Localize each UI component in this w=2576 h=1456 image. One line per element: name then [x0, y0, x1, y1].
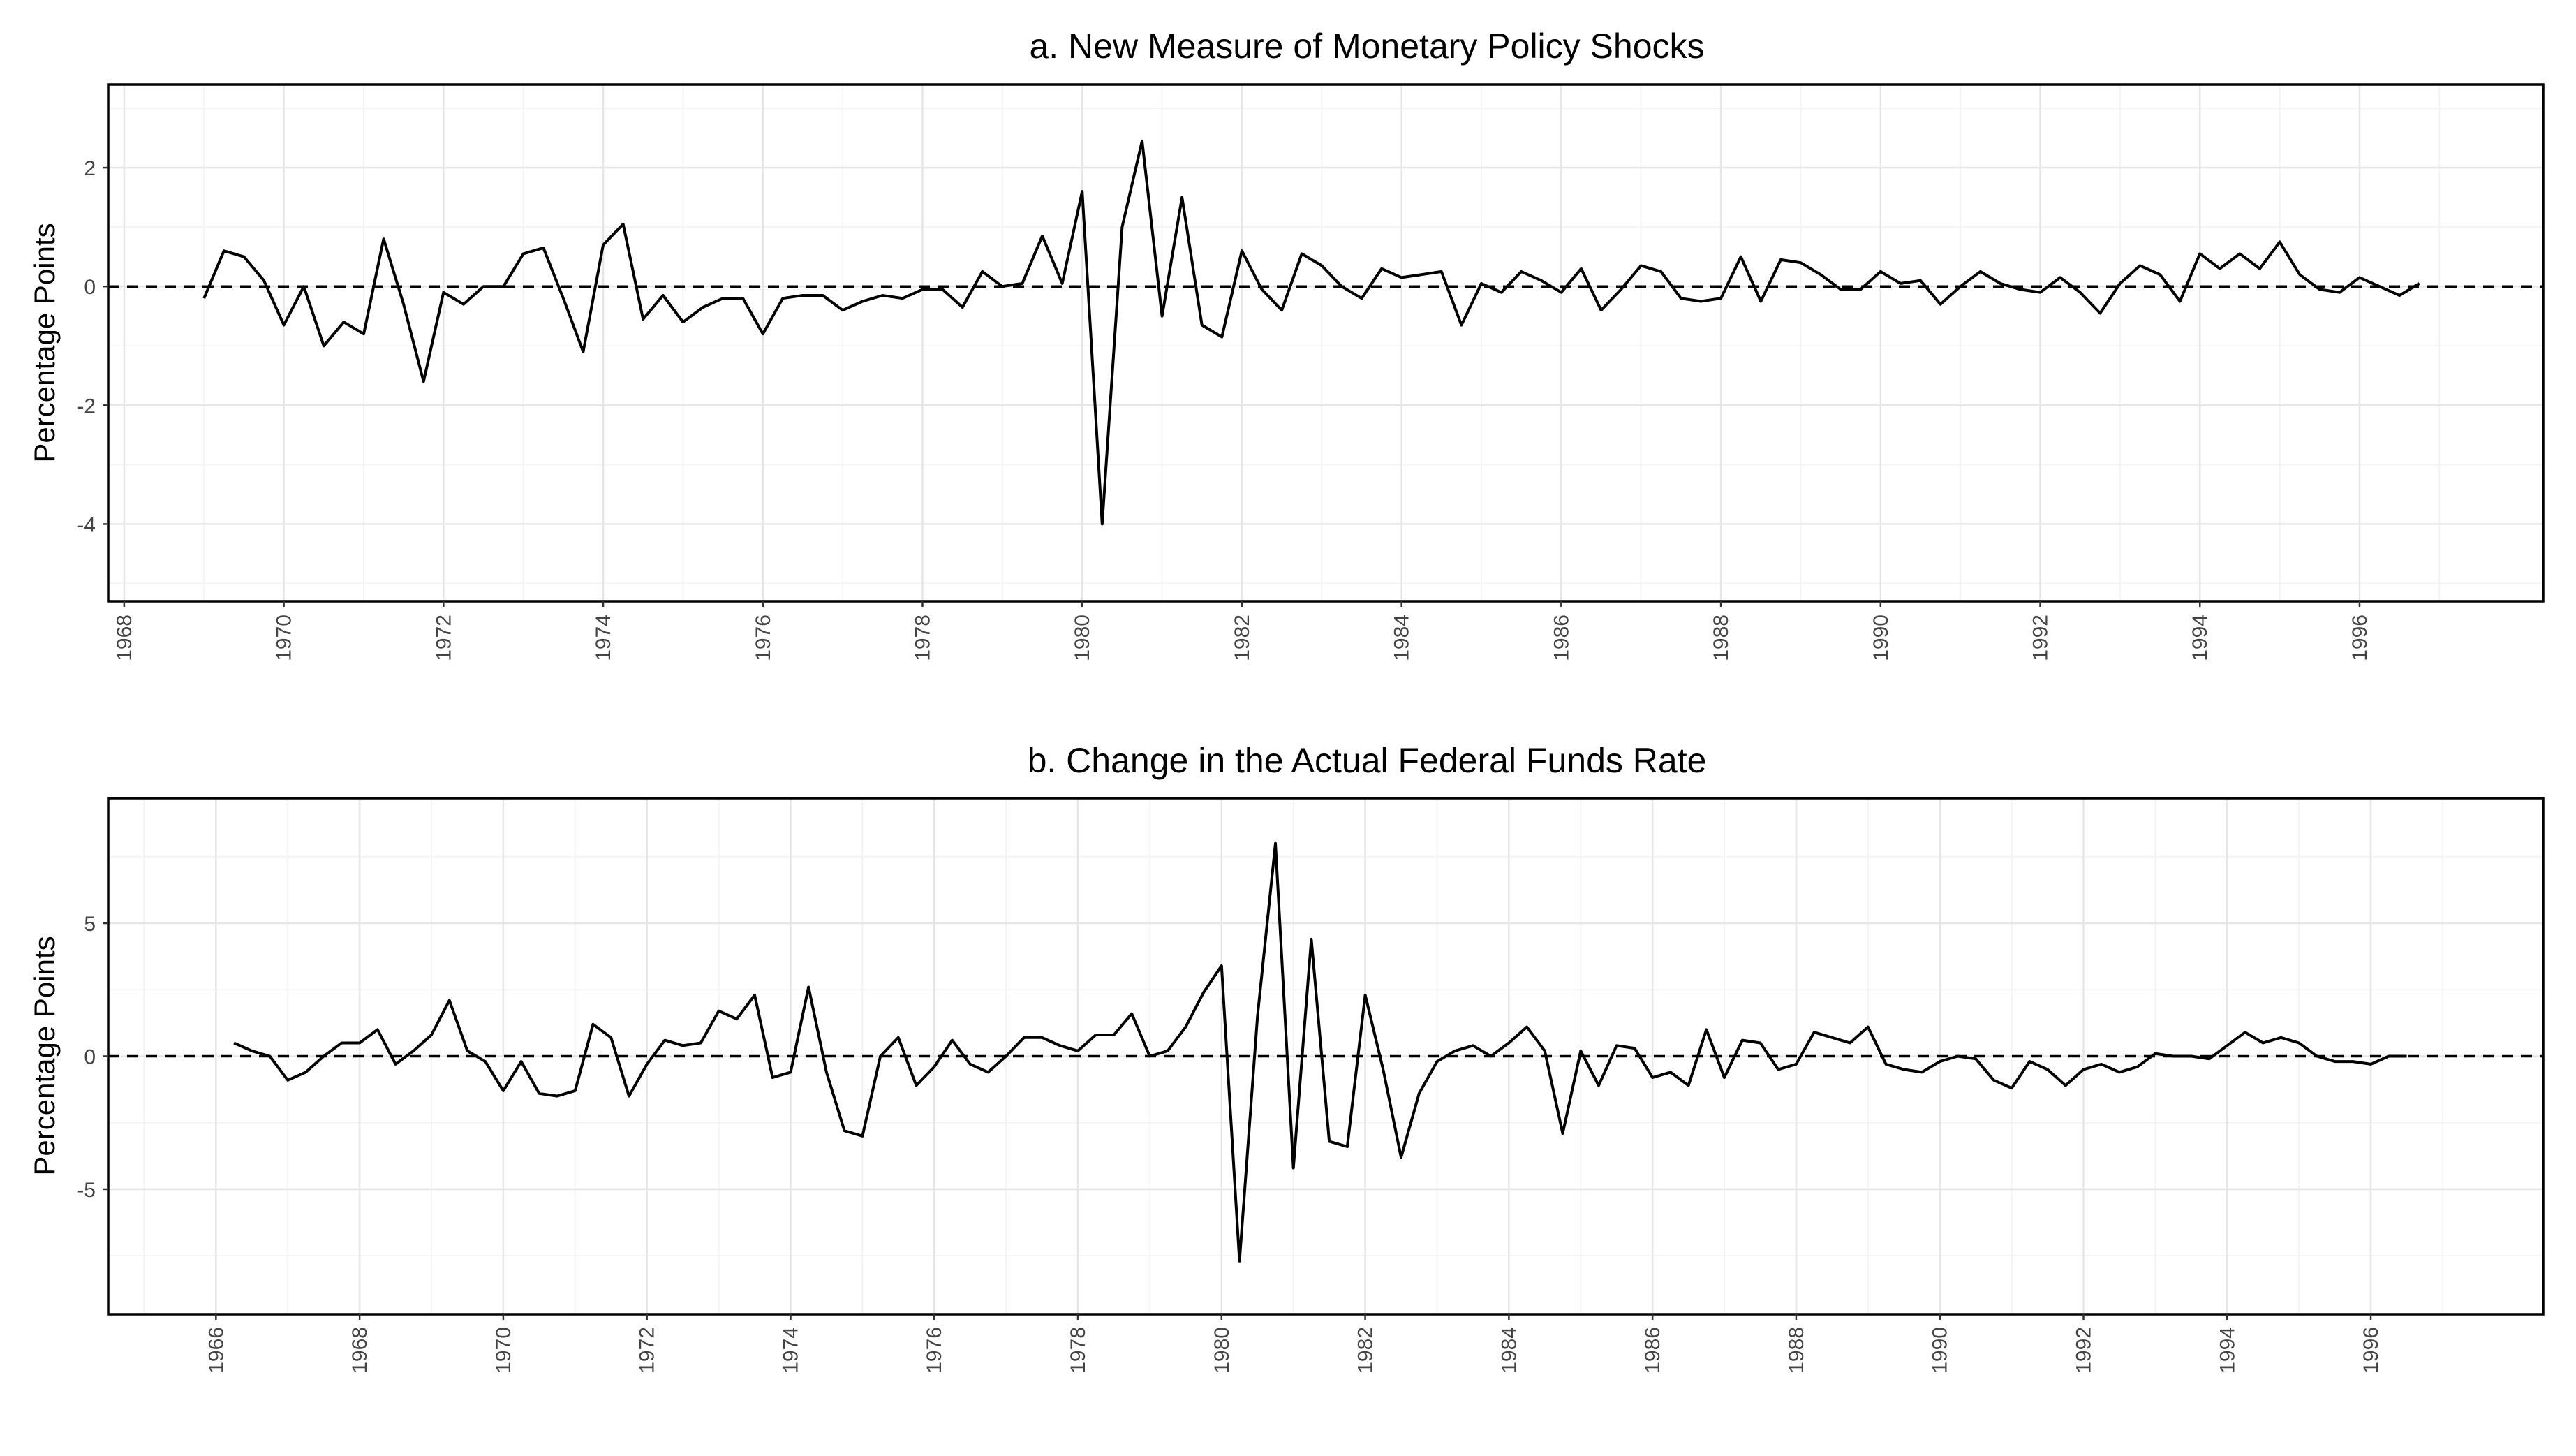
x-tick-label: 1988	[1710, 615, 1733, 661]
x-tick-label: 1968	[113, 615, 136, 661]
x-tick-label: 1992	[2029, 615, 2052, 661]
x-tick-label: 1984	[1391, 615, 1414, 661]
x-tick-label: 1974	[592, 615, 615, 661]
x-tick-label: 1986	[1641, 1327, 1664, 1374]
y-tick-label: -2	[77, 395, 96, 418]
x-tick-label: 1974	[779, 1327, 802, 1374]
x-tick-label: 1980	[1071, 615, 1094, 661]
panel-a: a. New Measure of Monetary Policy Shocks…	[28, 27, 2545, 661]
x-tick-label: 1970	[273, 615, 296, 661]
panel-a-y-ticks: -4 -2 0 2	[77, 157, 108, 536]
panel-b-y-axis-label: Percentage Points	[28, 936, 61, 1175]
x-tick-label: 1990	[1870, 615, 1893, 661]
panel-b-title: b. Change in the Actual Federal Funds Ra…	[1028, 741, 1707, 780]
x-tick-label: 1982	[1231, 615, 1254, 661]
y-tick-label: 0	[84, 1046, 96, 1069]
y-tick-label: 2	[84, 157, 96, 180]
x-tick-label: 1996	[2360, 1327, 2383, 1374]
x-tick-label: 1968	[348, 1327, 371, 1374]
x-tick-label: 1972	[432, 615, 455, 661]
x-tick-label: 1976	[923, 1327, 946, 1374]
y-tick-label: -4	[77, 513, 96, 536]
panel-b-y-ticks: -5 0 5	[77, 913, 108, 1202]
x-tick-label: 1990	[1929, 1327, 1952, 1374]
panel-a-y-axis-label: Percentage Points	[28, 223, 61, 462]
panel-b-series-line	[233, 841, 2407, 1263]
x-tick-label: 1986	[1550, 615, 1573, 661]
panel-a-plot-frame	[107, 83, 2545, 603]
x-tick-label: 1994	[2216, 1327, 2239, 1374]
x-tick-label: 1996	[2348, 615, 2371, 661]
x-tick-label: 1984	[1497, 1327, 1520, 1374]
y-tick-label: -5	[77, 1179, 96, 1202]
x-tick-label: 1972	[636, 1327, 659, 1374]
x-tick-label: 1966	[205, 1327, 228, 1374]
panel-b: b. Change in the Actual Federal Funds Ra…	[28, 741, 2545, 1374]
x-tick-label: 1976	[752, 615, 775, 661]
panel-a-title: a. New Measure of Monetary Policy Shocks	[1029, 27, 1704, 66]
y-tick-label: 0	[84, 276, 96, 299]
y-tick-label: 5	[84, 913, 96, 936]
panel-b-grid	[108, 798, 2543, 1314]
x-tick-label: 1994	[2189, 615, 2212, 661]
x-tick-label: 1992	[2072, 1327, 2095, 1374]
x-tick-label: 1988	[1785, 1327, 1808, 1374]
panel-a-grid	[108, 84, 2543, 601]
panel-a-x-ticks: 1968 1970 1972 1974 1976 1978 1980 1982 1984 1986…	[113, 601, 2371, 661]
x-tick-label: 1980	[1211, 1327, 1234, 1374]
panel-a-series-line	[202, 139, 2420, 526]
x-tick-label: 1978	[1067, 1327, 1090, 1374]
x-tick-label: 1978	[911, 615, 934, 661]
x-tick-label: 1982	[1354, 1327, 1377, 1374]
x-tick-label: 1970	[492, 1327, 515, 1374]
panel-b-x-ticks: 1966 1968 1970 1972 1974 1976 1978 1980 1982 1984…	[205, 1314, 2383, 1374]
